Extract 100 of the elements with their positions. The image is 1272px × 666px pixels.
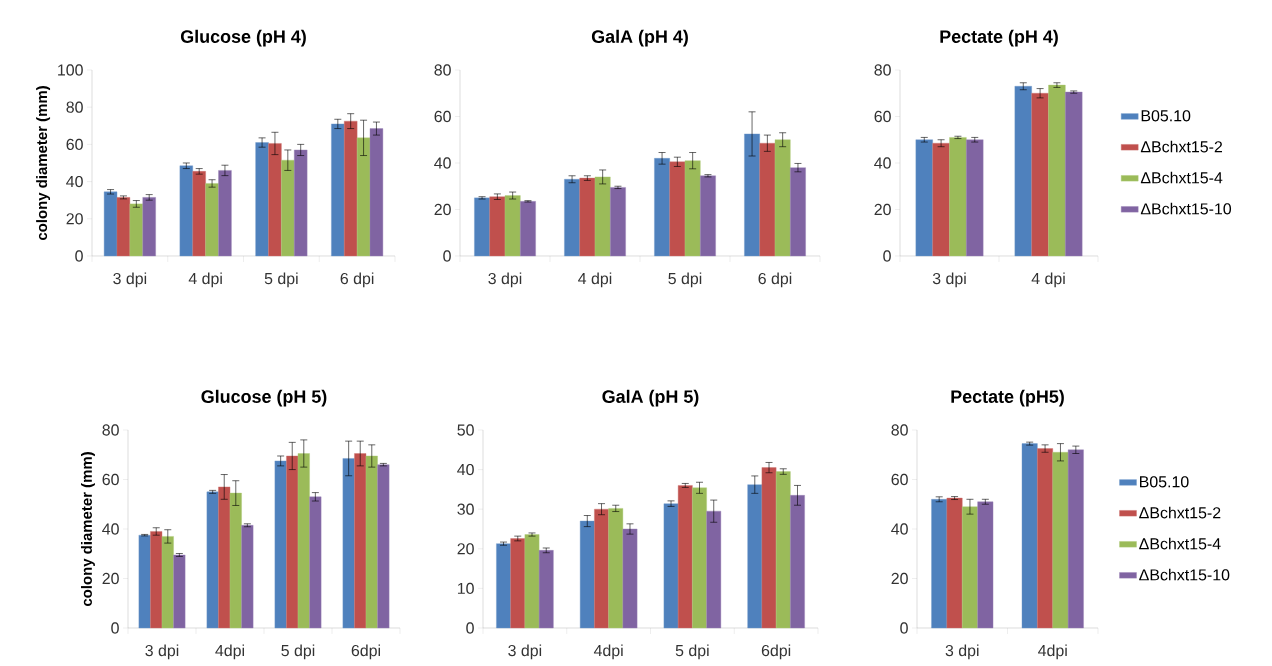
bar [255, 142, 269, 257]
bar [241, 525, 254, 629]
x-tick-label: 6 dpi [340, 272, 374, 288]
y-tick-label: 80 [891, 424, 908, 436]
x-tick-label: 3 dpi [488, 272, 522, 288]
bar [309, 496, 322, 629]
bar [949, 137, 967, 257]
bar [103, 191, 118, 257]
bar [564, 179, 580, 257]
bar [579, 520, 595, 629]
y-tick-label: 20 [102, 572, 119, 585]
x-tick-label: 6dpi [351, 644, 380, 660]
x-tick-label: 3 dpi [508, 644, 542, 660]
bar [669, 161, 686, 257]
bar [496, 543, 511, 629]
bar [229, 492, 242, 629]
bar [218, 486, 231, 629]
x-tick-label: 3 dpi [113, 272, 147, 288]
bar [504, 195, 521, 257]
y-tick-label: 40 [457, 463, 474, 476]
legend-label: ΔBchxt15-4 [1139, 537, 1221, 550]
x-tick-label: 5 dpi [668, 272, 702, 288]
bar [331, 123, 345, 257]
bar [663, 503, 679, 629]
bar [610, 187, 626, 257]
bar [286, 455, 299, 629]
bar [179, 165, 193, 257]
bar [206, 491, 219, 629]
bar [774, 139, 791, 257]
bar [654, 158, 670, 257]
y-tick-label: 100 [58, 64, 83, 76]
bar [608, 508, 624, 629]
bar [759, 143, 776, 257]
y-tick-label: 60 [434, 110, 451, 123]
bar [594, 508, 609, 629]
bar [281, 159, 295, 257]
bar [1037, 448, 1053, 629]
x-tick-label: 4 dpi [188, 272, 222, 288]
y-tick-label: 80 [102, 424, 119, 436]
bar [1052, 452, 1069, 629]
bar [692, 487, 707, 629]
y-tick-label: 20 [434, 203, 451, 216]
y-axis-title: colony diameter (mm) [36, 86, 51, 241]
x-tick-label: 4 dpi [578, 272, 612, 288]
bar [677, 485, 693, 629]
y-tick-label: 60 [874, 110, 891, 123]
bar [510, 538, 526, 629]
bar [706, 510, 722, 629]
x-tick-label: 4dpi [215, 644, 244, 660]
bar [1021, 443, 1038, 629]
bar [354, 453, 367, 629]
bar [297, 453, 310, 629]
legend-label: ΔBchxt15-4 [1140, 171, 1223, 184]
bar [594, 176, 611, 257]
bar [538, 550, 554, 629]
y-tick-label: 10 [457, 582, 474, 595]
bar [932, 143, 950, 257]
bar [138, 534, 151, 629]
y-tick-label: 20 [66, 213, 83, 225]
bar [744, 133, 760, 257]
bar [116, 197, 131, 257]
bar [356, 137, 371, 257]
x-tick-label: 5 dpi [264, 272, 298, 288]
chart-title: Glucose (pH 4) [180, 29, 306, 47]
bar [474, 197, 490, 257]
x-tick-label: 4dpi [593, 644, 623, 660]
y-tick-label: 0 [443, 250, 451, 262]
bar [1065, 91, 1083, 257]
legend-label: ΔBchxt15-10 [1140, 202, 1232, 215]
y-tick-label: 0 [466, 622, 474, 634]
chart-title: GalA (pH 4) [591, 29, 688, 47]
bar [775, 471, 791, 629]
x-tick-label: 4dpi [1038, 644, 1067, 660]
chart-title: GalA (pH 5) [602, 389, 699, 407]
bar [1031, 93, 1049, 257]
bar [966, 139, 984, 257]
bar [365, 455, 378, 629]
y-tick-label: 40 [874, 157, 891, 169]
x-tick-label: 5 dpi [675, 644, 709, 660]
bar [747, 484, 763, 629]
y-tick-label: 0 [111, 622, 119, 634]
y-tick-label: 40 [102, 523, 119, 535]
y-tick-label: 0 [75, 250, 83, 262]
bar [761, 467, 777, 629]
y-tick-label: 50 [457, 424, 474, 436]
bar [161, 536, 174, 629]
bar [790, 167, 806, 257]
bar [344, 120, 358, 257]
legend-label: B05.10 [1140, 476, 1189, 488]
x-tick-label: 3 dpi [945, 644, 979, 660]
bar [218, 170, 232, 257]
bar [274, 460, 287, 629]
legend-label: ΔBchxt15-2 [1140, 140, 1223, 153]
bar [268, 143, 282, 257]
x-tick-label: 5 dpi [281, 644, 315, 660]
bar [915, 139, 933, 257]
bar [977, 501, 994, 629]
bar [622, 528, 638, 629]
y-tick-label: 0 [883, 250, 891, 262]
x-tick-label: 4 dpi [1031, 272, 1065, 288]
